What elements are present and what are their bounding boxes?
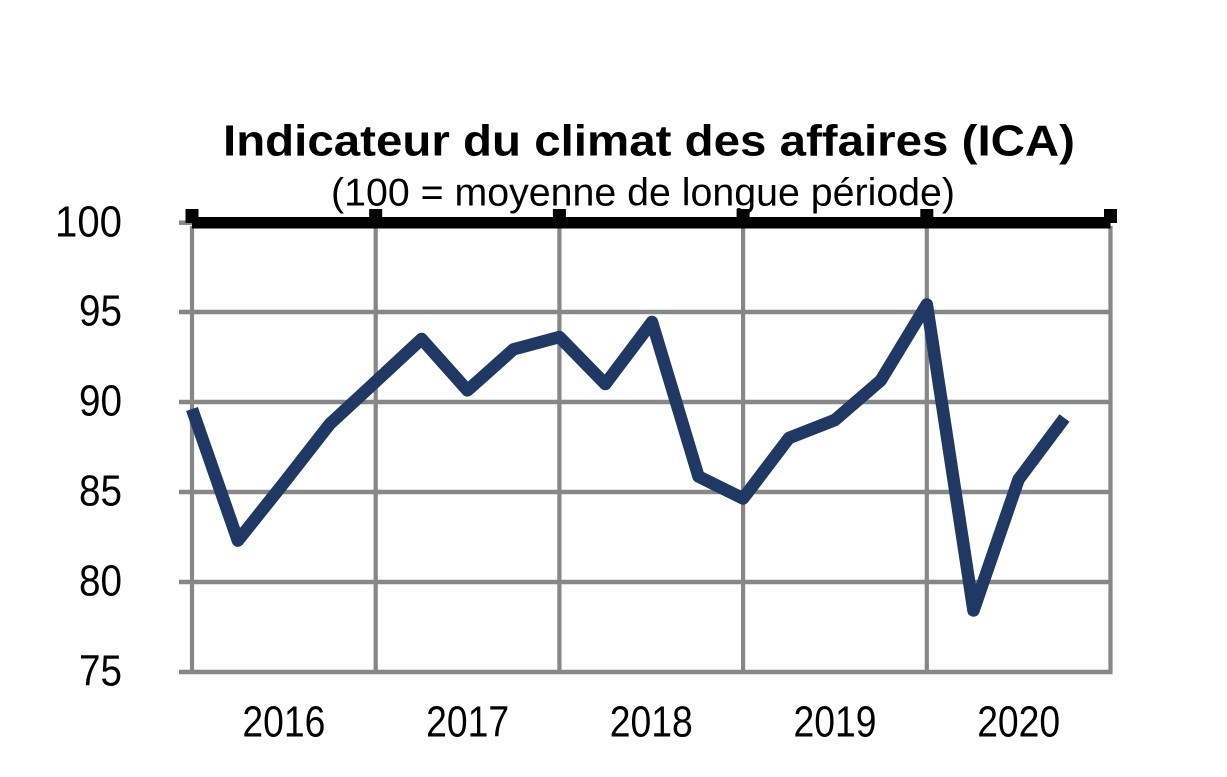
svg-text:2020: 2020: [977, 699, 1060, 747]
svg-text:Indicateur du climat des affai: Indicateur du climat des affaires (ICA): [223, 117, 1075, 166]
svg-text:2018: 2018: [610, 699, 693, 747]
svg-text:2019: 2019: [794, 699, 877, 747]
svg-text:85: 85: [79, 468, 122, 516]
svg-text:75: 75: [79, 648, 122, 696]
svg-text:2017: 2017: [426, 699, 509, 747]
svg-text:100: 100: [55, 198, 122, 246]
svg-text:95: 95: [79, 288, 122, 336]
svg-text:2016: 2016: [242, 699, 325, 747]
svg-text:80: 80: [79, 558, 122, 606]
svg-text:90: 90: [79, 378, 122, 426]
svg-text:(100 = moyenne de longue pério: (100 = moyenne de longue période): [331, 172, 955, 215]
